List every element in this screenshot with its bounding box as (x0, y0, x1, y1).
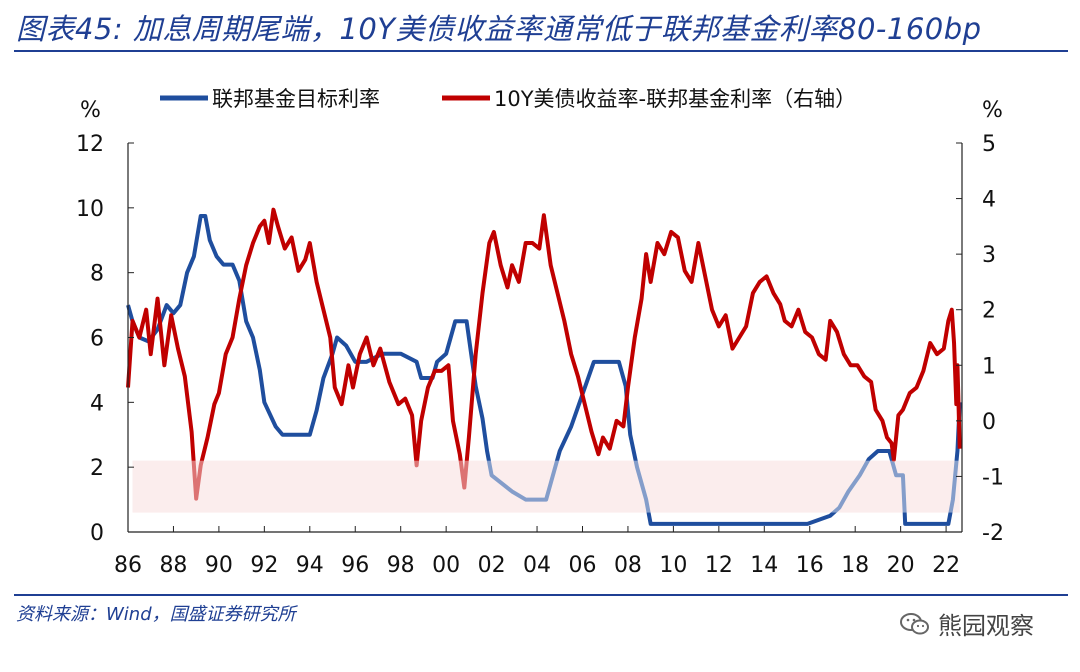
x-axis-tick-label: 10 (659, 553, 687, 578)
left-axis-tick-label: 2 (90, 456, 104, 481)
x-axis-tick-label: 02 (478, 553, 506, 578)
watermark: 熊园观察 (900, 606, 1034, 641)
right-axis-tick-label: -1 (982, 465, 1004, 490)
source-note: 资料来源：Wind，国盛证券研究所 (16, 604, 296, 625)
x-axis-tick-label: 00 (432, 553, 460, 578)
left-axis-tick-label: 8 (90, 262, 104, 287)
left-axis-tick-label: 12 (76, 132, 104, 157)
fed-series-group (126, 213, 962, 526)
right-axis-tick-label: 1 (982, 354, 996, 379)
band-overlay (132, 460, 960, 513)
left-axis-tick-label: 6 (90, 327, 104, 352)
x-axis-tick-label: 86 (114, 553, 142, 578)
x-axis-tick-label: 98 (387, 553, 415, 578)
legend-label-fed: 联邦基金目标利率 (212, 87, 380, 111)
x-axis-tick-label: 96 (341, 553, 369, 578)
right-axis-tick-label: 2 (982, 299, 996, 324)
x-axis-tick-label: 14 (750, 553, 778, 578)
x-axis-tick-label: 94 (296, 553, 324, 578)
spread-series-group (126, 207, 962, 501)
spread-series-line (126, 207, 962, 501)
right-axis-tick-label: 5 (982, 132, 996, 157)
left-axis-tick-label: 4 (90, 391, 104, 416)
x-axis-tick-label: 20 (887, 553, 915, 578)
right-axis-tick-label: -2 (982, 521, 1004, 546)
right-axis-tick-label: 3 (982, 243, 996, 268)
right-axis-tick-label: 4 (982, 188, 996, 213)
highlight-band (132, 460, 960, 513)
right-axis-tick-label: 0 (982, 410, 996, 435)
wechat-icon (900, 612, 929, 634)
left-axis-unit: % (80, 98, 101, 123)
x-axis-tick-label: 22 (932, 553, 960, 578)
title-divider (14, 50, 1068, 52)
x-axis-tick-label: 08 (614, 553, 642, 578)
x-axis-tick-label: 06 (568, 553, 596, 578)
x-axis-tick-label: 04 (523, 553, 551, 578)
footer-divider (14, 594, 1068, 596)
legend-label-spread: 10Y美债收益率-联邦基金利率（右轴） (494, 87, 856, 111)
left-axis-tick-label: 10 (76, 197, 104, 222)
page-title: 图表45: 加息周期尾端，10Y美债收益率通常低于联邦基金利率80-160bp (16, 12, 982, 46)
x-axis-tick-label: 16 (796, 553, 824, 578)
x-axis-tick-label: 92 (250, 553, 278, 578)
x-axis-tick-label: 88 (159, 553, 187, 578)
right-axis-unit: % (982, 98, 1003, 123)
x-axis-tick-label: 18 (841, 553, 869, 578)
legend: 联邦基金目标利率 10Y美债收益率-联邦基金利率（右轴） (160, 87, 856, 111)
left-axis-tick-label: 0 (90, 521, 104, 546)
x-axis-tick-label: 90 (205, 553, 233, 578)
watermark-text: 熊园观察 (938, 612, 1034, 640)
x-axis-tick-label: 12 (705, 553, 733, 578)
